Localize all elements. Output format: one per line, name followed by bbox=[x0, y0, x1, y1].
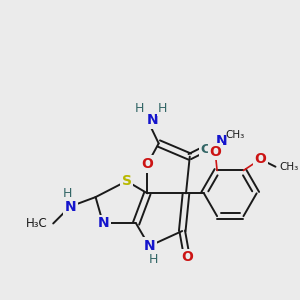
Text: N: N bbox=[143, 239, 155, 253]
Text: H: H bbox=[148, 253, 158, 266]
Text: H₃C: H₃C bbox=[26, 217, 47, 230]
Text: S: S bbox=[122, 174, 132, 188]
Text: N: N bbox=[146, 113, 158, 127]
Text: H: H bbox=[135, 102, 145, 115]
Text: O: O bbox=[209, 145, 221, 159]
Text: H: H bbox=[63, 187, 72, 200]
Text: CH₃: CH₃ bbox=[226, 130, 245, 140]
Text: C: C bbox=[200, 142, 210, 156]
Text: N: N bbox=[97, 217, 109, 230]
Text: H: H bbox=[158, 102, 167, 115]
Text: O: O bbox=[181, 250, 193, 264]
Text: N: N bbox=[64, 200, 76, 214]
Text: O: O bbox=[141, 157, 153, 171]
Text: N: N bbox=[216, 134, 228, 148]
Text: O: O bbox=[254, 152, 266, 166]
Text: CH₃: CH₃ bbox=[279, 162, 298, 172]
